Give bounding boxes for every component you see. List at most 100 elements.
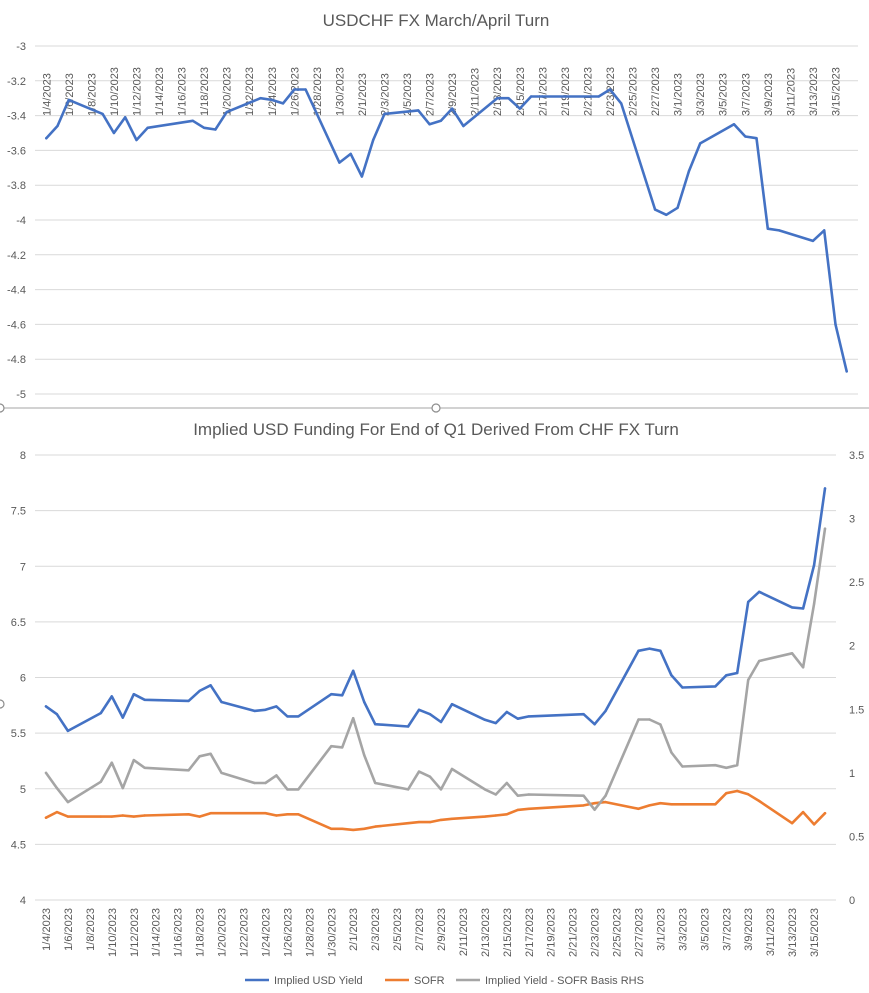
resize-handle-center[interactable] xyxy=(431,403,441,413)
data-point xyxy=(823,229,826,232)
data-point xyxy=(259,97,262,100)
y2-tick-label: 3.5 xyxy=(849,450,864,462)
data-point xyxy=(187,699,190,703)
x-tick-label: 1/26/2023 xyxy=(289,67,301,116)
data-point xyxy=(790,606,794,609)
data-point xyxy=(483,788,487,791)
data-point xyxy=(110,695,114,698)
chart2-legend: Implied USD Yield SOFR Implied Yield - SOF… xyxy=(245,975,644,987)
data-point xyxy=(516,808,519,812)
data-point xyxy=(496,97,499,100)
y-tick-label: -3.6 xyxy=(7,145,26,157)
x-tick-label: 2/21/2023 xyxy=(582,67,594,116)
x-tick-label: 1/26/2023 xyxy=(282,908,294,957)
data-point xyxy=(529,95,533,98)
data-point xyxy=(597,95,600,98)
x-tick-label: 1/18/2023 xyxy=(199,67,211,116)
data-point xyxy=(55,786,59,790)
data-point xyxy=(812,563,816,567)
data-point xyxy=(483,815,487,818)
data-point xyxy=(653,208,657,211)
data-point xyxy=(143,766,146,769)
data-point xyxy=(494,721,497,725)
data-point xyxy=(604,709,607,713)
data-point xyxy=(99,711,103,715)
x-tick-label: 3/9/2023 xyxy=(763,73,775,116)
data-point xyxy=(428,820,432,824)
data-point xyxy=(297,788,300,791)
x-tick-label: 2/17/2023 xyxy=(537,67,549,116)
y-tick-label: -4 xyxy=(16,215,26,227)
data-point xyxy=(608,88,612,91)
data-point xyxy=(209,812,212,815)
data-point xyxy=(450,703,454,706)
x-tick-label: 1/24/2023 xyxy=(260,908,272,957)
data-point xyxy=(66,729,70,733)
data-point xyxy=(264,708,267,711)
data-point xyxy=(146,126,149,129)
data-point xyxy=(417,708,421,711)
data-point xyxy=(253,812,256,815)
data-point xyxy=(253,709,256,713)
x-tick-label: 3/9/2023 xyxy=(743,908,755,951)
data-point xyxy=(110,761,114,764)
data-point xyxy=(132,815,135,818)
x-tick-label: 1/20/2023 xyxy=(217,908,229,957)
data-point xyxy=(330,745,333,748)
data-point xyxy=(143,698,146,701)
data-point xyxy=(341,827,344,830)
data-point xyxy=(665,213,668,216)
data-point xyxy=(55,810,59,814)
data-point xyxy=(209,684,212,687)
data-point xyxy=(191,119,194,123)
x-tick-label: 1/10/2023 xyxy=(109,67,121,116)
data-point xyxy=(659,802,662,805)
data-point xyxy=(330,827,333,830)
x-tick-label: 1/14/2023 xyxy=(151,908,163,957)
chart1-title: USDCHF FX March/April Turn xyxy=(323,11,550,30)
y-tick-label: 8 xyxy=(20,450,26,462)
x-tick-label: 3/1/2023 xyxy=(673,73,685,116)
data-point xyxy=(777,229,781,232)
x-tick-label: 3/13/2023 xyxy=(787,908,799,957)
data-point xyxy=(383,112,386,116)
data-point xyxy=(516,717,519,720)
chart1-x-axis: 1/4/2023 1/6/2023 1/8/2023 1/10/2023 1/12/20… xyxy=(41,67,842,116)
resize-handle-left[interactable] xyxy=(0,403,5,413)
data-point xyxy=(637,649,640,652)
chart2-gridlines xyxy=(35,454,836,901)
data-point xyxy=(439,720,443,724)
data-point xyxy=(714,803,717,806)
data-point xyxy=(286,715,289,718)
data-point xyxy=(275,814,278,817)
chart2-y-axis-left: 8 7.5 7 6.5 6 5.5 5 4.5 4 xyxy=(11,450,26,907)
data-point xyxy=(823,487,827,490)
data-point xyxy=(112,131,116,135)
data-point xyxy=(275,705,278,708)
data-point xyxy=(766,227,769,230)
y-tick-label: -5 xyxy=(16,389,26,401)
data-point xyxy=(637,718,640,721)
y2-tick-label: 0.5 xyxy=(849,831,864,843)
y-tick-label: -4.4 xyxy=(7,285,26,297)
data-point xyxy=(845,370,848,373)
resize-handle-side[interactable] xyxy=(0,699,5,709)
data-point xyxy=(593,802,596,805)
y-tick-label: 6.5 xyxy=(11,617,26,629)
data-point xyxy=(439,119,443,123)
data-point xyxy=(604,794,607,797)
data-point xyxy=(744,135,747,138)
data-point xyxy=(725,674,728,677)
x-tick-label: 3/7/2023 xyxy=(721,908,733,951)
data-point xyxy=(670,674,673,677)
data-point xyxy=(462,124,465,128)
data-point xyxy=(593,808,596,811)
x-tick-label: 1/22/2023 xyxy=(244,67,256,116)
data-point xyxy=(341,694,344,697)
x-tick-label: 2/5/2023 xyxy=(392,908,404,951)
x-tick-label: 1/12/2023 xyxy=(131,67,143,116)
y-tick-label: -3.4 xyxy=(7,111,26,123)
chart2-y-axis-right: 3.5 3 2.5 2 1.5 1 0.5 0 xyxy=(849,450,864,907)
data-point xyxy=(293,88,296,91)
data-point xyxy=(714,764,717,767)
